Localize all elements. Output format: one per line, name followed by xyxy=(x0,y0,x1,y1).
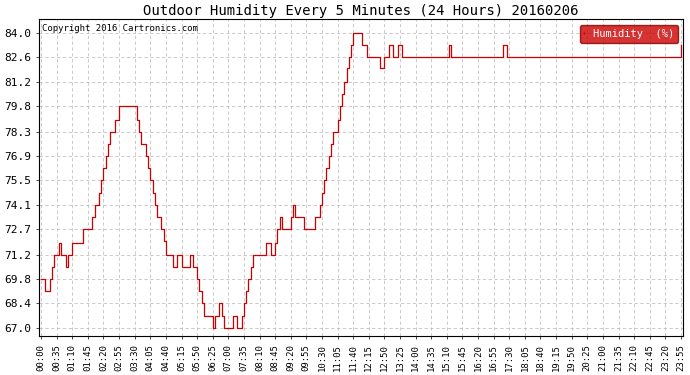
Legend: Humidity  (%): Humidity (%) xyxy=(580,24,678,43)
Text: Copyright 2016 Cartronics.com: Copyright 2016 Cartronics.com xyxy=(42,24,198,33)
Title: Outdoor Humidity Every 5 Minutes (24 Hours) 20160206: Outdoor Humidity Every 5 Minutes (24 Hou… xyxy=(144,4,579,18)
